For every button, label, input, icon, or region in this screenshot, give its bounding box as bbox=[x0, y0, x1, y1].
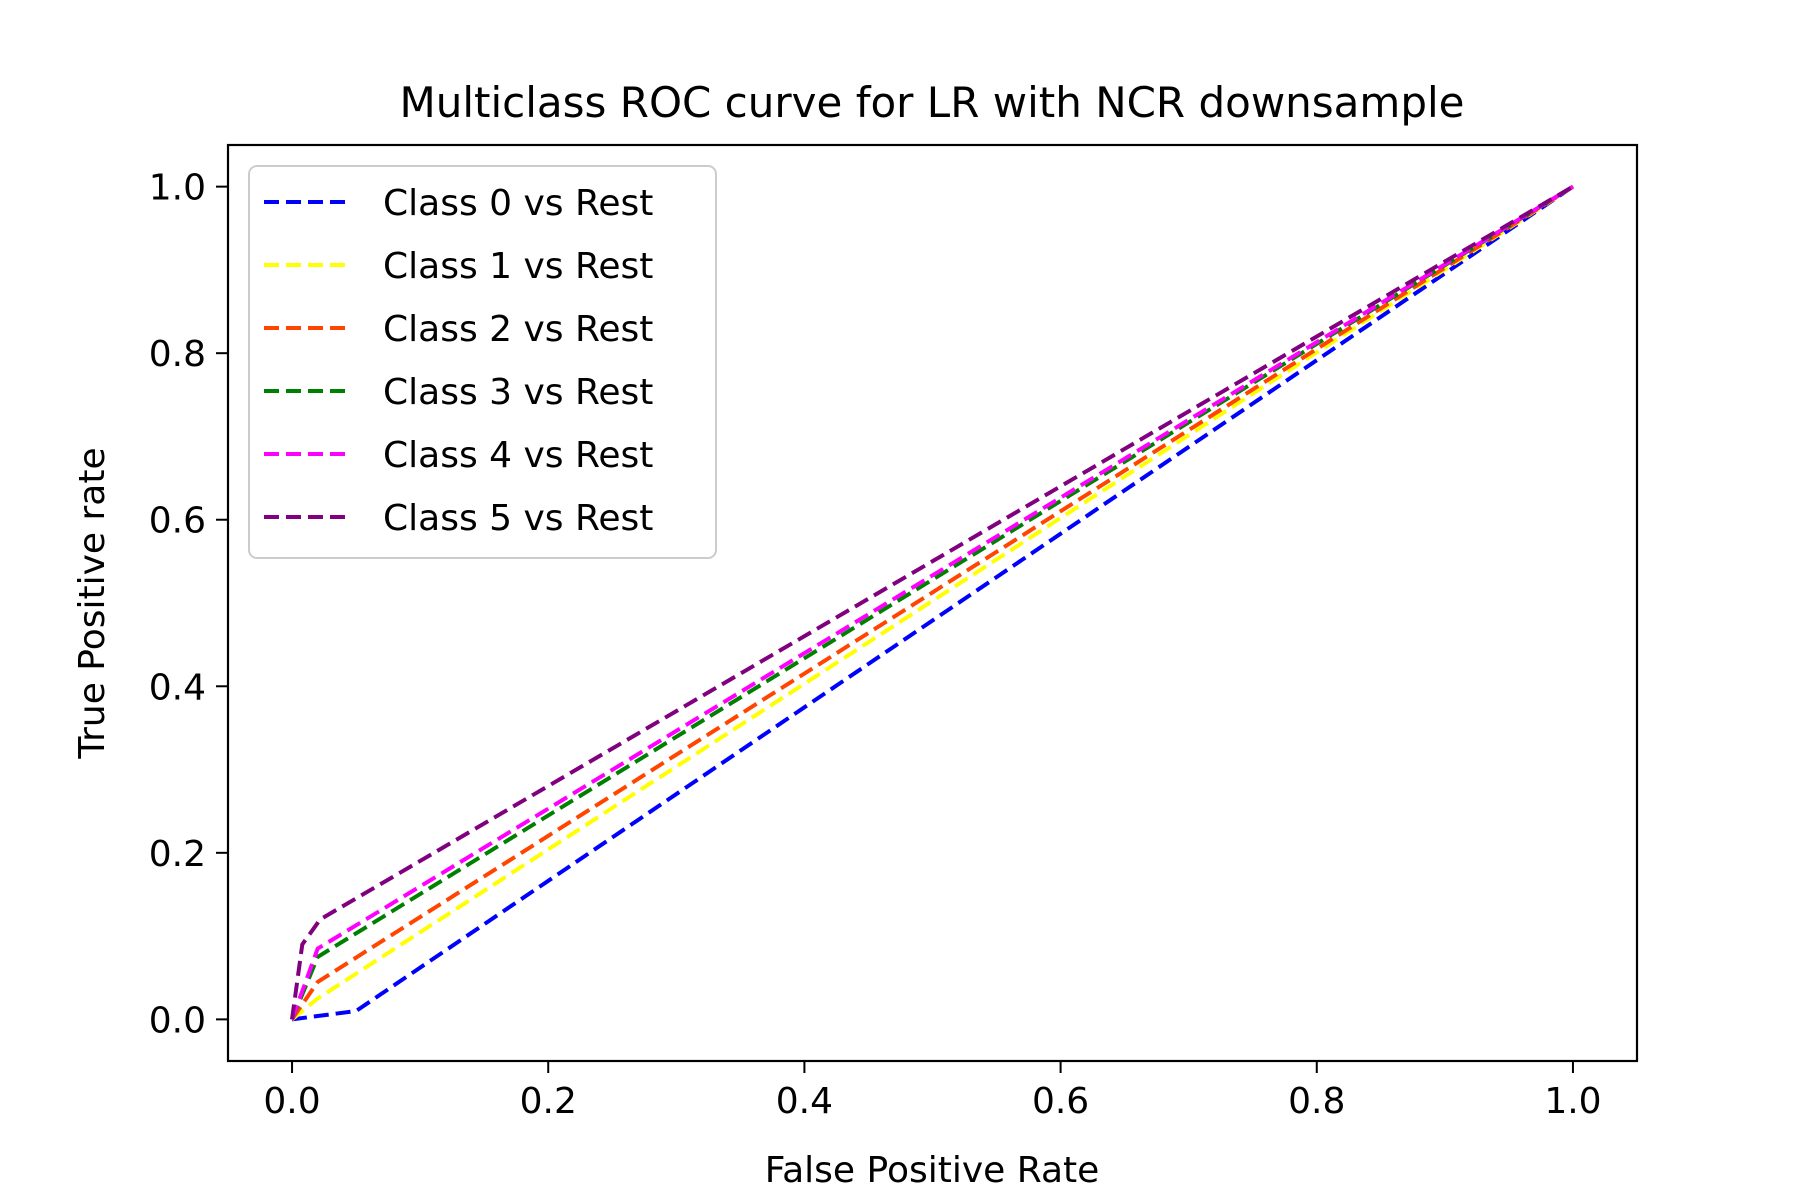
y-axis-label: True Positive rate bbox=[72, 447, 113, 759]
x-tick-label: 0.2 bbox=[520, 1081, 577, 1122]
series-line-class-5 bbox=[290, 184, 1575, 1020]
legend-label-class-5: Class 5 vs Rest bbox=[383, 498, 653, 539]
series-line-class-4 bbox=[290, 184, 1575, 1021]
plot-area bbox=[226, 143, 1639, 1063]
y-tick-label: 0.2 bbox=[149, 834, 206, 875]
legend-label-class-3: Class 3 vs Rest bbox=[383, 372, 653, 413]
series-line-class-1 bbox=[290, 184, 1575, 1021]
x-tick-label: 0.4 bbox=[776, 1081, 833, 1122]
series-line-class-2 bbox=[290, 184, 1575, 1021]
y-axis-ticks: 0.0 0.2 0.4 0.6 0.8 1.0 bbox=[149, 168, 228, 1041]
x-tick-label: 1.0 bbox=[1544, 1081, 1601, 1122]
y-tick-label: 1.0 bbox=[149, 168, 206, 209]
x-axis-label: False Positive Rate bbox=[765, 1150, 1100, 1191]
series-layer bbox=[290, 184, 1575, 1022]
legend-label-class-1: Class 1 vs Rest bbox=[383, 246, 653, 287]
x-tick-label: 0.8 bbox=[1288, 1081, 1345, 1122]
y-tick-label: 0.0 bbox=[149, 1000, 206, 1041]
y-tick-label: 0.8 bbox=[149, 334, 206, 375]
y-tick-label: 0.4 bbox=[149, 667, 206, 708]
chart-title: Multiclass ROC curve for LR with NCR dow… bbox=[399, 78, 1464, 127]
legend-label-class-2: Class 2 vs Rest bbox=[383, 309, 653, 350]
legend-label-class-4: Class 4 vs Rest bbox=[383, 435, 653, 476]
axes-frame bbox=[226, 143, 1639, 1063]
x-tick-label: 0.6 bbox=[1032, 1081, 1089, 1122]
legend: Class 0 vs Rest Class 1 vs Rest Class 2 vs… bbox=[248, 165, 717, 559]
legend-items: Class 0 vs Rest Class 1 vs Rest Class 2 vs… bbox=[264, 183, 653, 539]
x-tick-label: 0.0 bbox=[263, 1081, 320, 1122]
legend-box bbox=[248, 165, 717, 559]
legend-label-class-0: Class 0 vs Rest bbox=[383, 183, 653, 224]
x-axis-ticks: 0.0 0.2 0.4 0.6 0.8 1.0 bbox=[263, 1061, 1602, 1122]
series-line-class-0 bbox=[291, 184, 1575, 1022]
y-tick-label: 0.6 bbox=[149, 501, 206, 542]
